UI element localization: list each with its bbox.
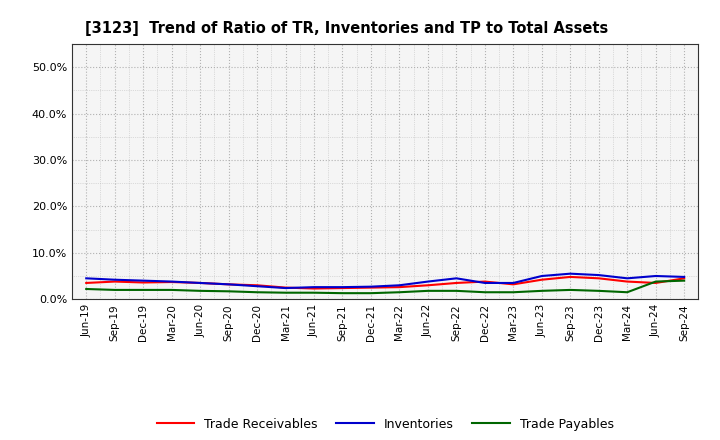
Inventories xyxy=(310,285,318,290)
Trade Payables xyxy=(282,290,290,295)
Trade Receivables xyxy=(82,280,91,286)
Trade Payables xyxy=(652,279,660,284)
Trade Payables xyxy=(310,290,318,295)
Trade Payables xyxy=(253,290,261,295)
Trade Payables xyxy=(509,290,518,295)
Inventories xyxy=(652,273,660,279)
Inventories xyxy=(110,277,119,282)
Trade Payables xyxy=(452,288,461,293)
Trade Receivables xyxy=(196,280,204,286)
Trade Payables xyxy=(225,289,233,294)
Inventories xyxy=(395,282,404,288)
Inventories xyxy=(623,276,631,281)
Inventories xyxy=(282,286,290,291)
Trade Payables xyxy=(110,287,119,293)
Trade Receivables xyxy=(680,276,688,281)
Trade Payables xyxy=(537,288,546,293)
Inventories xyxy=(452,276,461,281)
Trade Receivables xyxy=(595,276,603,281)
Trade Payables xyxy=(395,290,404,295)
Inventories xyxy=(167,279,176,284)
Trade Payables xyxy=(566,287,575,293)
Inventories xyxy=(480,280,489,286)
Trade Receivables xyxy=(139,280,148,285)
Inventories xyxy=(225,282,233,287)
Trade Receivables xyxy=(167,279,176,285)
Trade Payables xyxy=(338,290,347,296)
Trade Payables xyxy=(167,287,176,293)
Trade Payables xyxy=(139,287,148,293)
Trade Receivables xyxy=(452,280,461,286)
Inventories xyxy=(139,278,148,283)
Line: Inventories: Inventories xyxy=(86,274,684,288)
Inventories xyxy=(566,271,575,276)
Trade Receivables xyxy=(509,282,518,287)
Trade Payables xyxy=(196,288,204,293)
Trade Receivables xyxy=(652,280,660,286)
Trade Receivables xyxy=(537,277,546,282)
Inventories xyxy=(82,276,91,281)
Trade Receivables xyxy=(110,279,119,284)
Text: [3123]  Trend of Ratio of TR, Inventories and TP to Total Assets: [3123] Trend of Ratio of TR, Inventories… xyxy=(84,21,608,36)
Trade Receivables xyxy=(623,279,631,284)
Trade Receivables xyxy=(282,285,290,290)
Trade Receivables xyxy=(566,274,575,279)
Trade Payables xyxy=(480,290,489,295)
Trade Payables xyxy=(82,286,91,292)
Trade Receivables xyxy=(253,282,261,288)
Inventories xyxy=(366,284,375,290)
Trade Payables xyxy=(595,288,603,293)
Trade Payables xyxy=(366,290,375,296)
Trade Receivables xyxy=(310,286,318,291)
Trade Receivables xyxy=(366,285,375,290)
Trade Payables xyxy=(623,290,631,295)
Inventories xyxy=(196,280,204,286)
Trade Receivables xyxy=(480,279,489,284)
Inventories xyxy=(509,280,518,286)
Trade Receivables xyxy=(338,286,347,291)
Inventories xyxy=(680,274,688,279)
Inventories xyxy=(338,285,347,290)
Legend: Trade Receivables, Inventories, Trade Payables: Trade Receivables, Inventories, Trade Pa… xyxy=(151,413,619,436)
Trade Receivables xyxy=(225,282,233,287)
Inventories xyxy=(253,283,261,289)
Line: Trade Receivables: Trade Receivables xyxy=(86,277,684,289)
Trade Receivables xyxy=(395,285,404,290)
Trade Receivables xyxy=(423,282,432,288)
Inventories xyxy=(423,279,432,284)
Inventories xyxy=(537,273,546,279)
Line: Trade Payables: Trade Payables xyxy=(86,281,684,293)
Trade Payables xyxy=(680,278,688,283)
Trade Payables xyxy=(423,288,432,293)
Inventories xyxy=(595,272,603,278)
